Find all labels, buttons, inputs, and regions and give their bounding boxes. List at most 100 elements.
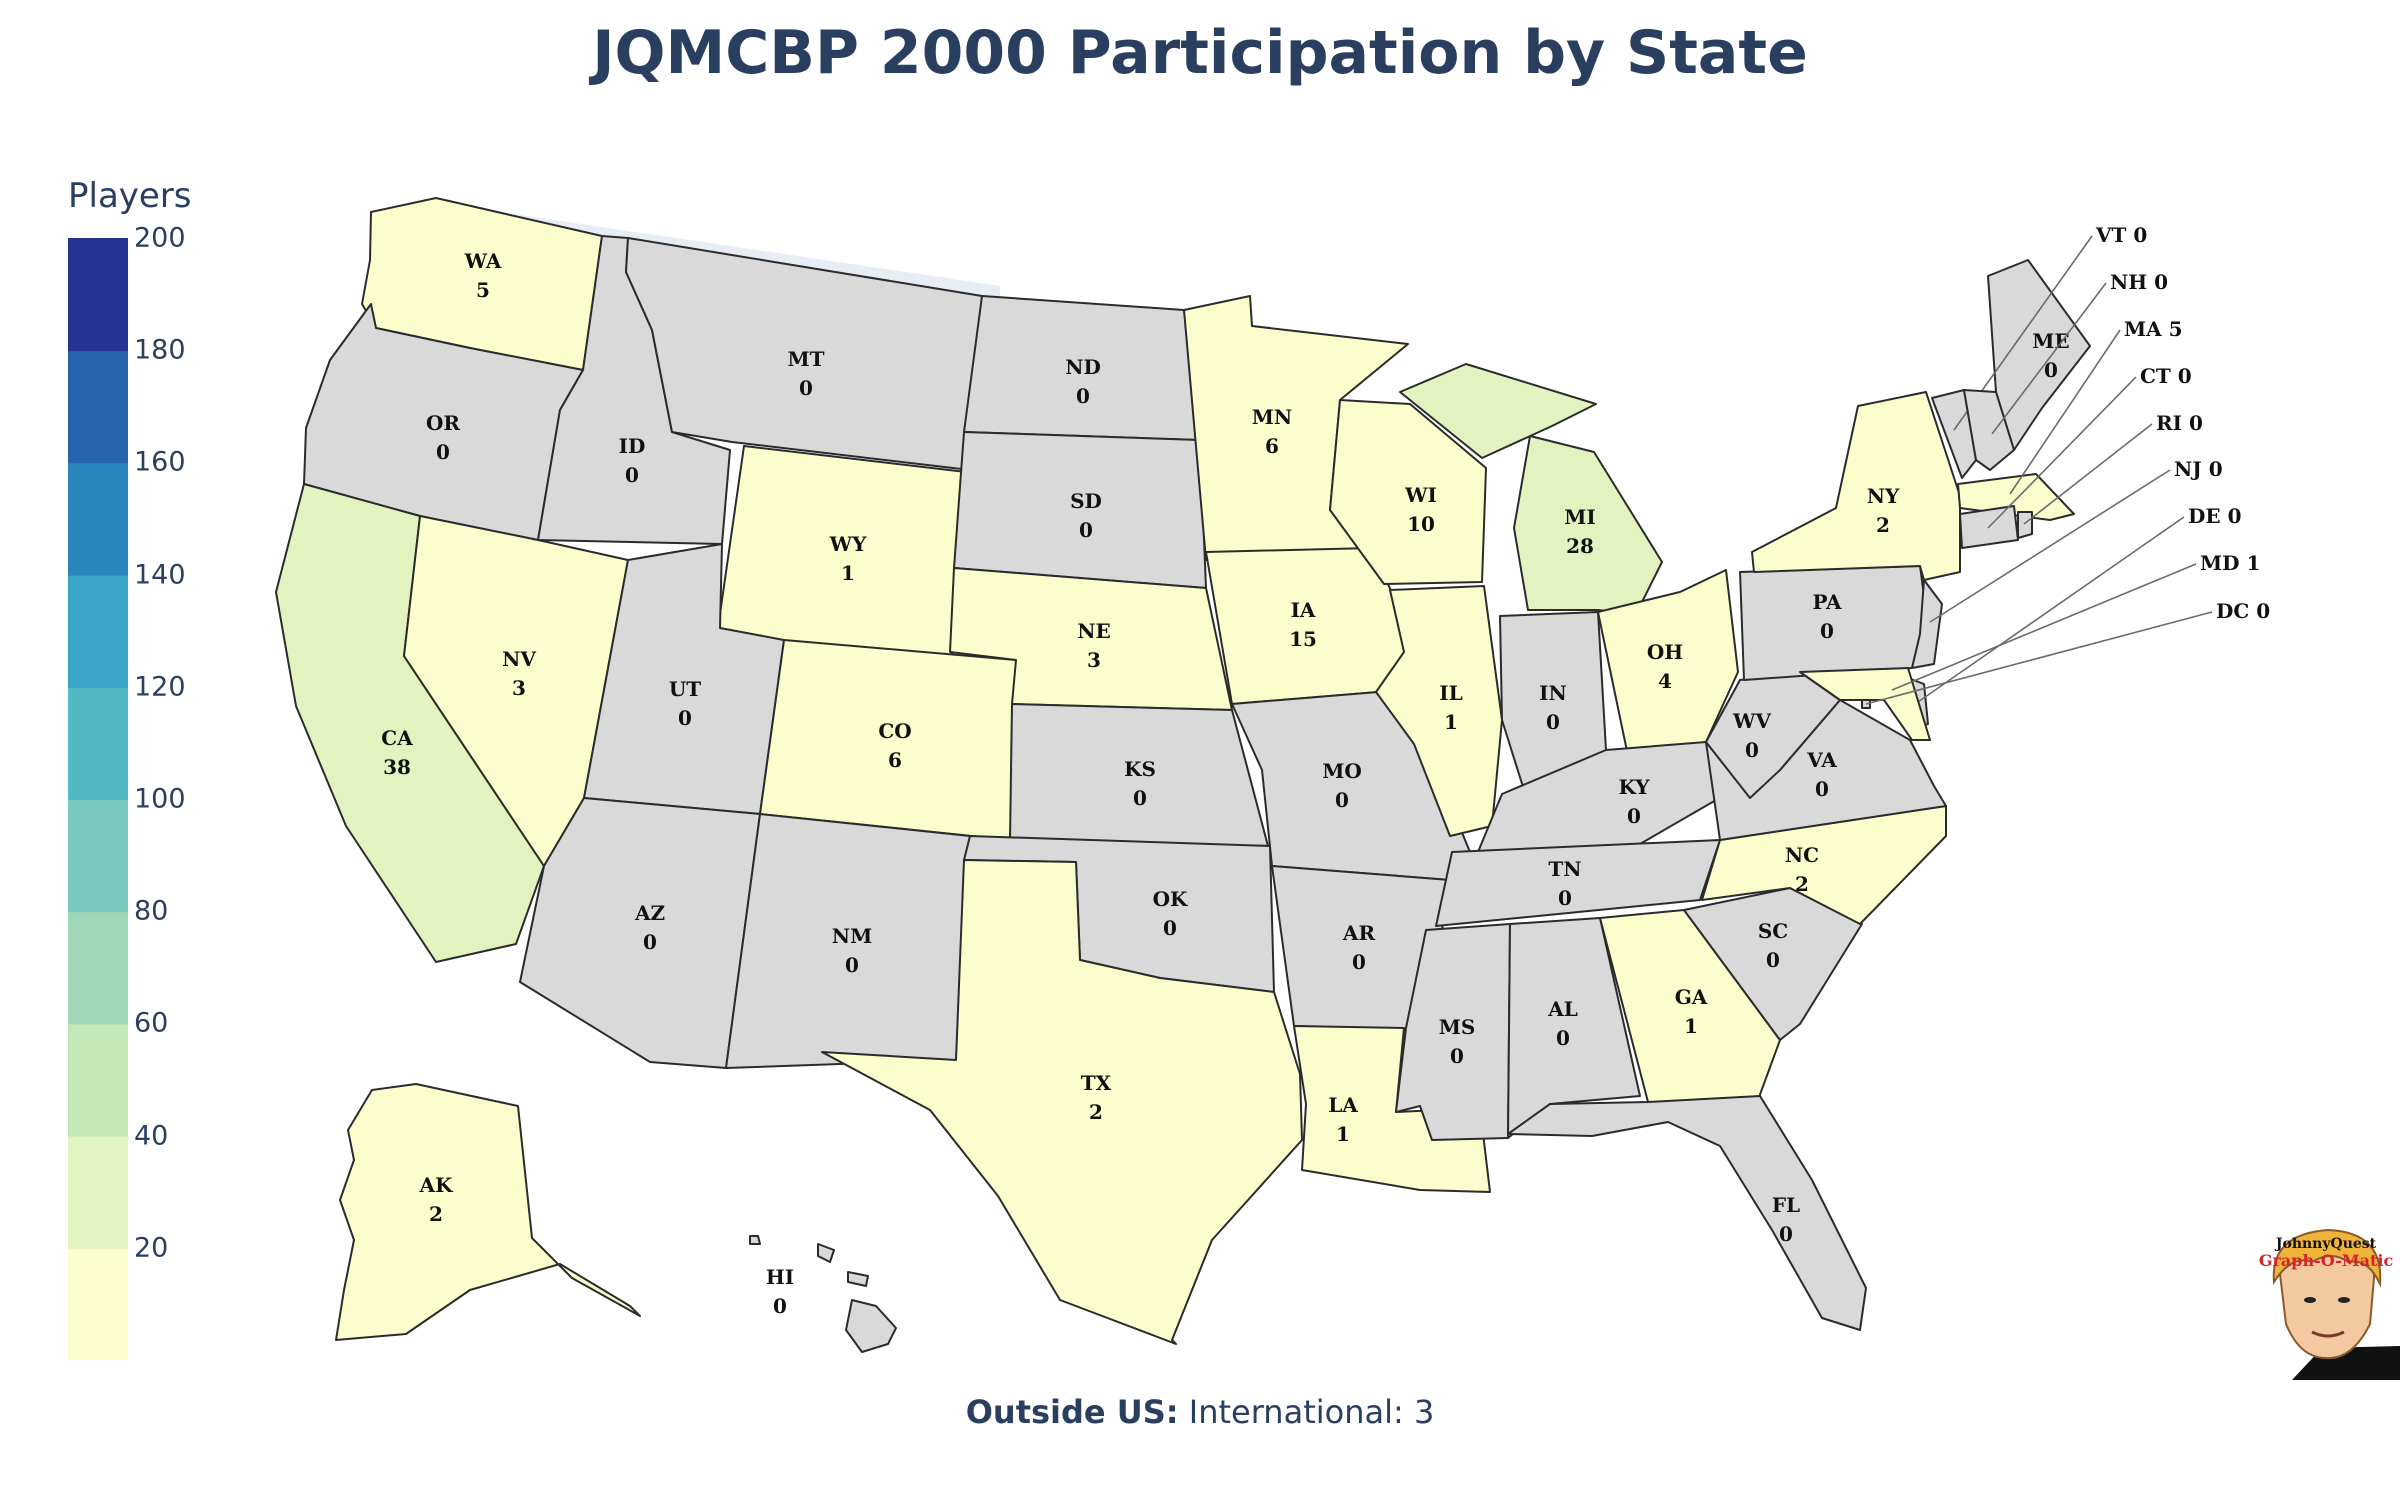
state-value-label: 0 xyxy=(1627,804,1641,828)
state-value-label: 0 xyxy=(678,706,692,730)
state-code-label: IN xyxy=(1539,681,1567,705)
state-code-label: GA xyxy=(1675,985,1708,1009)
state-code-label: IL xyxy=(1439,681,1462,705)
callout-line xyxy=(1987,376,2137,529)
state-code-label: CO xyxy=(878,719,911,743)
state-value-label: 1 xyxy=(841,561,855,585)
logo-line2: Graph-O-Matic xyxy=(2259,1251,2394,1270)
state-code-label: NY xyxy=(1867,484,1900,508)
colorbar-tick-label: 100 xyxy=(134,783,186,815)
state-code-label: AR xyxy=(1342,921,1376,945)
callout-line xyxy=(1891,563,2197,691)
state-code-label: NH xyxy=(2110,270,2147,294)
colorbar xyxy=(68,238,128,1360)
callout-line xyxy=(2023,423,2153,525)
state-value-label: 2 xyxy=(1089,1100,1103,1124)
state-tx[interactable] xyxy=(821,859,1303,1345)
state-callout-label: MA 5 xyxy=(2124,317,2183,341)
state-code-label: DE xyxy=(2188,504,2221,528)
state-code-label: HI xyxy=(766,1265,794,1289)
state-code-label: VA xyxy=(1806,748,1837,772)
state-value-label: 0 xyxy=(1076,384,1090,408)
state-ny[interactable] xyxy=(1751,391,1961,581)
state-value-label: 10 xyxy=(1407,512,1435,536)
colorbar-band xyxy=(68,1135,128,1249)
state-value-label: 2 xyxy=(1795,872,1809,896)
state-code-label: SD xyxy=(1070,489,1102,513)
state-value-label: 0 xyxy=(2044,358,2058,382)
callout-line xyxy=(1991,282,2107,435)
state-callout-label: VT 0 xyxy=(2095,223,2147,247)
state-code-label: NE xyxy=(1077,619,1111,643)
state-nh[interactable] xyxy=(1963,389,2015,471)
state-value-label: 6 xyxy=(1265,434,1279,458)
state-fl[interactable] xyxy=(1507,1095,1867,1331)
state-callout-label: RI 0 xyxy=(2156,411,2203,435)
state-la[interactable] xyxy=(1293,1025,1491,1193)
state-code-label: WV xyxy=(1732,709,1771,733)
state-callout-label: NJ 0 xyxy=(2174,457,2223,481)
state-sc[interactable] xyxy=(1683,887,1863,1041)
state-code-label: DC xyxy=(2216,599,2249,623)
colorbar-tick-label: 180 xyxy=(134,334,186,366)
colorbar-tick-label: 140 xyxy=(134,559,186,591)
state-code-label: AL xyxy=(1547,997,1578,1021)
state-code-label: VT xyxy=(2095,223,2127,247)
state-value-label: 0 xyxy=(845,953,859,977)
footer-text: International: 3 xyxy=(1188,1393,1435,1431)
map-title: JQMCBP 2000 Participation by State xyxy=(592,18,1808,88)
state-value-label: 0 xyxy=(643,930,657,954)
logo-line1: JohnnyQuest xyxy=(2274,1236,2377,1252)
state-code-label: ID xyxy=(619,434,646,458)
state-code-label: NJ xyxy=(2174,457,2202,481)
state-value-label: 0 xyxy=(1335,788,1349,812)
state-value-label: 1 xyxy=(1336,1122,1350,1146)
colorbar-title: Players xyxy=(68,176,192,216)
state-code-label: KY xyxy=(1618,775,1650,799)
state-value-label: 0 xyxy=(799,376,813,400)
state-value-label: 0 xyxy=(625,463,639,487)
state-value-label: 0 xyxy=(1766,948,1780,972)
state-value-label: 1 xyxy=(2246,551,2260,575)
colorbar-band xyxy=(68,238,128,352)
state-value-label: 0 xyxy=(2228,504,2242,528)
state-hi[interactable] xyxy=(749,1235,897,1353)
colorbar-tick-label: 160 xyxy=(134,446,186,478)
state-value-label: 6 xyxy=(888,748,902,772)
state-value-label: 5 xyxy=(2169,317,2183,341)
colorbar-band xyxy=(68,1247,128,1360)
state-code-label: AZ xyxy=(634,901,665,925)
state-wi[interactable] xyxy=(1329,399,1487,585)
state-ri[interactable] xyxy=(2017,511,2033,539)
state-code-label: OR xyxy=(426,411,460,435)
state-nj[interactable] xyxy=(1911,579,1943,669)
state-value-label: 4 xyxy=(1658,669,1672,693)
state-ga[interactable] xyxy=(1599,909,1781,1103)
state-code-label: WI xyxy=(1404,483,1437,507)
state-tn[interactable] xyxy=(1435,839,1721,927)
outside-us-footer: Outside US: International: 3 xyxy=(0,1393,2400,1431)
state-value-label: 0 xyxy=(773,1294,787,1318)
state-code-label: MO xyxy=(1322,759,1362,783)
state-code-label: MA xyxy=(2124,317,2162,341)
state-value-label: 0 xyxy=(1163,916,1177,940)
state-pa[interactable] xyxy=(1739,565,1931,681)
state-code-label: WY xyxy=(829,532,867,556)
state-md[interactable] xyxy=(1799,667,1931,741)
state-code-label: TN xyxy=(1548,857,1581,881)
state-ak[interactable] xyxy=(335,1083,641,1341)
state-code-label: WA xyxy=(464,249,502,273)
state-al[interactable] xyxy=(1507,917,1641,1139)
state-code-label: FL xyxy=(1772,1193,1800,1217)
graph-o-matic-logo: JohnnyQuest Graph-O-Matic xyxy=(2259,1228,2400,1380)
callout-line xyxy=(2009,329,2121,495)
state-value-label: 0 xyxy=(1558,886,1572,910)
state-code-label: IA xyxy=(1291,598,1316,622)
colorbar-band xyxy=(68,799,128,913)
state-value-label: 0 xyxy=(1352,950,1366,974)
state-code-label: MT xyxy=(787,347,824,371)
state-value-label: 3 xyxy=(512,676,526,700)
state-value-label: 3 xyxy=(1087,648,1101,672)
state-il[interactable] xyxy=(1375,585,1503,837)
state-value-label: 38 xyxy=(383,755,411,779)
